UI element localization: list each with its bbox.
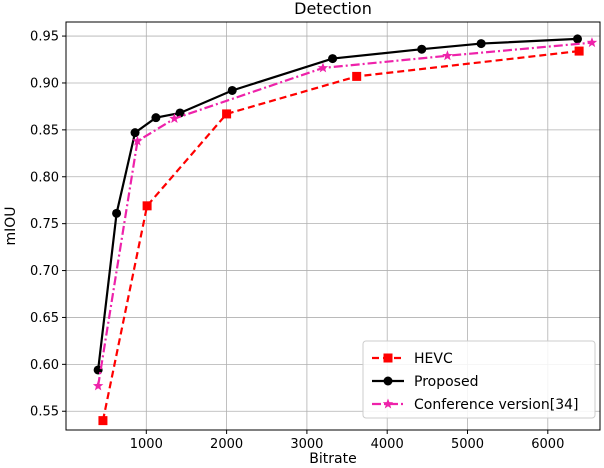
y-tick-label: 0.95 [30, 30, 59, 45]
data-point-marker [175, 108, 185, 118]
data-point-marker [151, 113, 161, 123]
x-tick-label: 6000 [531, 437, 564, 452]
data-point-marker [574, 46, 584, 56]
legend-marker-sample [383, 376, 393, 386]
series-line [101, 49, 580, 421]
y-tick-label: 0.55 [30, 405, 59, 420]
legend-box [362, 340, 596, 419]
y-tick-label: 0.65 [30, 311, 59, 326]
data-point-marker [586, 37, 598, 48]
x-tick-label: 1000 [130, 437, 163, 452]
x-tick-label: 2000 [210, 437, 243, 452]
data-point-marker [417, 44, 427, 54]
data-point-marker [476, 39, 486, 49]
legend-entry-label: HEVC [414, 351, 453, 367]
x-tick-label: 4000 [371, 437, 404, 452]
legend: HEVC Proposed Conference version[34] [362, 340, 596, 419]
plot-series [92, 34, 598, 426]
series-line [97, 41, 593, 387]
data-point-marker [169, 113, 180, 124]
chart-title: Detection [294, 0, 372, 18]
legend-marker-sample [383, 353, 393, 363]
y-tick-label: 0.70 [30, 264, 59, 279]
x-axis-label: Bitrate [309, 451, 356, 467]
data-point-marker [92, 380, 104, 391]
y-tick-label: 0.60 [30, 358, 59, 373]
plot-area-frame [65, 21, 601, 431]
x-tick-label: 3000 [290, 437, 323, 452]
axis-ticks: 1000 2000 3000 4000 5000 6000 0.55 0.60 0.65 0.70… [30, 30, 564, 452]
series-line [97, 37, 578, 371]
y-tick-label: 0.90 [30, 76, 59, 91]
data-point-marker [98, 416, 108, 426]
data-point-marker [317, 62, 329, 73]
data-point-marker [352, 71, 362, 81]
y-tick-label: 0.75 [30, 217, 59, 232]
data-point-marker [442, 50, 453, 61]
series-conference-version-34 [92, 37, 598, 391]
data-point-marker [222, 109, 232, 119]
data-point-marker [328, 54, 338, 64]
legend-entry-label: Conference version[34] [414, 397, 578, 413]
series-proposed [93, 34, 583, 375]
data-point-marker [132, 135, 143, 146]
y-axis-label: mIOU [3, 206, 19, 245]
y-tick-label: 0.85 [30, 123, 59, 138]
x-tick-label: 5000 [451, 437, 484, 452]
legend-marker-sample [382, 398, 394, 409]
data-point-marker [227, 85, 237, 95]
data-point-marker [573, 34, 583, 44]
legend-entry-label: Proposed [414, 374, 478, 390]
data-point-marker [112, 208, 122, 218]
series-hevc [98, 46, 584, 426]
y-tick-label: 0.80 [30, 170, 59, 185]
data-point-marker [142, 201, 152, 211]
data-point-marker [130, 128, 140, 138]
